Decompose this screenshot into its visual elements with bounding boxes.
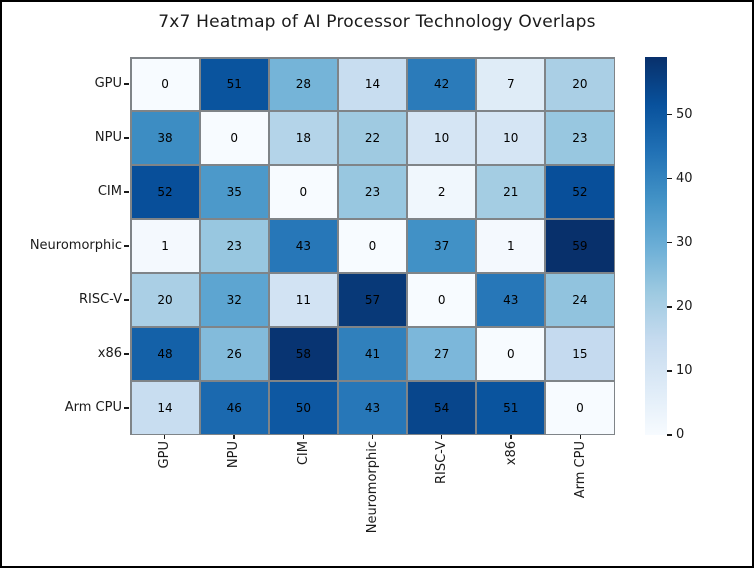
colorbar-tick-label: 50 <box>676 106 693 122</box>
colorbar-tick-mark <box>667 306 672 308</box>
heatmap-cell: 43 <box>477 273 545 326</box>
x-tick-mark <box>163 435 166 439</box>
heatmap-cell: 0 <box>408 273 476 326</box>
heatmap-cell: 14 <box>131 381 199 434</box>
x-tick-label: NPU <box>226 441 242 469</box>
colorbar-tick-label: 30 <box>676 234 693 250</box>
heatmap-cell: 43 <box>269 220 337 272</box>
x-tick-label: GPU <box>157 441 173 469</box>
heatmap-cell: 54 <box>408 381 476 434</box>
heatmap-cell: 58 <box>269 327 337 380</box>
heatmap-cell: 35 <box>200 166 268 219</box>
heatmap-cell: 27 <box>408 327 476 380</box>
heatmap-cell: 24 <box>546 273 614 326</box>
heatmap-cell: 37 <box>408 220 476 272</box>
x-tick-mark <box>441 435 443 439</box>
colorbar-tick-mark <box>667 370 672 372</box>
y-tick-mark <box>124 191 129 193</box>
colorbar-tick-label: 40 <box>676 170 693 186</box>
y-tick-mark <box>124 299 129 301</box>
y-tick-label: x86 <box>97 346 122 361</box>
heatmap-cell: 0 <box>338 220 407 272</box>
heatmap-cell: 18 <box>269 112 337 165</box>
heatmap-cell: 43 <box>338 381 407 434</box>
x-tick-label: CIM <box>295 441 311 466</box>
heatmap-cell: 28 <box>269 58 337 111</box>
heatmap-cell: 0 <box>200 112 268 165</box>
colorbar-tick-label: 0 <box>676 427 685 442</box>
heatmap-cell: 7 <box>477 58 545 111</box>
colorbar-tick-mark <box>667 178 672 180</box>
heatmap-cell: 41 <box>338 327 407 380</box>
x-tick-mark <box>579 435 582 439</box>
heatmap-cell: 59 <box>546 220 614 272</box>
heatmap-cell: 14 <box>338 58 407 111</box>
heatmap-cell: 23 <box>200 220 268 272</box>
y-tick-label: Arm CPU <box>64 400 122 415</box>
heatmap-grid: 0 51 28 14 42 7 20 38 0 18 22 10 10 23 52 35 0 23 2 21 52 1 23… <box>130 57 615 435</box>
y-tick-label: GPU <box>94 76 122 91</box>
heatmap-cell: 21 <box>477 166 545 219</box>
colorbar-tick-label: 20 <box>676 298 693 314</box>
heatmap-cell: 0 <box>477 327 545 380</box>
heatmap-cell: 26 <box>200 327 268 380</box>
y-tick-label: NPU <box>94 130 122 145</box>
heatmap-cell: 10 <box>408 112 476 165</box>
heatmap-cell: 2 <box>408 166 476 219</box>
heatmap-cell: 57 <box>338 273 407 326</box>
heatmap-cell: 42 <box>408 58 476 111</box>
y-tick-mark <box>124 353 129 355</box>
chart-title: 7x7 Heatmap of AI Processor Technology O… <box>158 12 596 32</box>
heatmap-cell: 20 <box>546 58 614 111</box>
y-tick-label: RISC-V <box>78 292 122 307</box>
heatmap-cell: 1 <box>477 220 545 272</box>
heatmap-cell: 1 <box>131 220 199 272</box>
y-tick-mark <box>124 245 129 247</box>
heatmap-cell: 38 <box>131 112 199 165</box>
y-tick-label: CIM <box>97 184 122 199</box>
heatmap-cell: 22 <box>338 112 407 165</box>
heatmap-cell: 10 <box>477 112 545 165</box>
colorbar-tick-mark <box>667 113 672 116</box>
heatmap-cell: 20 <box>131 273 199 326</box>
y-tick-mark <box>124 83 129 85</box>
x-tick-label: x86 <box>503 441 519 466</box>
y-tick-mark <box>124 407 129 409</box>
x-tick-label: Arm CPU <box>572 441 588 499</box>
x-tick-mark <box>371 435 374 439</box>
heatmap-cell: 51 <box>200 58 268 111</box>
heatmap-cell: 23 <box>546 112 614 165</box>
x-tick-label: RISC-V <box>434 441 450 485</box>
heatmap-cell: 48 <box>131 327 199 380</box>
heatmap-cell: 0 <box>546 381 614 434</box>
colorbar <box>645 57 667 435</box>
colorbar-tick-mark <box>667 242 672 244</box>
heatmap-cell: 46 <box>200 381 268 434</box>
heatmap-cell: 0 <box>131 58 199 111</box>
heatmap-cell: 52 <box>131 166 199 219</box>
x-tick-mark <box>302 435 304 439</box>
heatmap-cell: 0 <box>269 166 337 219</box>
heatmap-cell: 23 <box>338 166 407 219</box>
x-tick-mark <box>510 435 512 439</box>
heatmap-cell: 51 <box>477 381 545 434</box>
y-tick-label: Neuromorphic <box>29 238 122 253</box>
heatmap-cell: 52 <box>546 166 614 219</box>
heatmap-cell: 11 <box>269 273 337 326</box>
colorbar-tick-label: 10 <box>676 362 693 378</box>
colorbar-tick-mark <box>667 434 672 436</box>
heatmap-cell: 32 <box>200 273 268 326</box>
y-tick-mark <box>124 137 129 139</box>
heatmap-cell: 15 <box>546 327 614 380</box>
x-tick-mark <box>233 435 235 439</box>
heatmap-cell: 50 <box>269 381 337 434</box>
x-tick-label: Neuromorphic <box>365 441 380 534</box>
